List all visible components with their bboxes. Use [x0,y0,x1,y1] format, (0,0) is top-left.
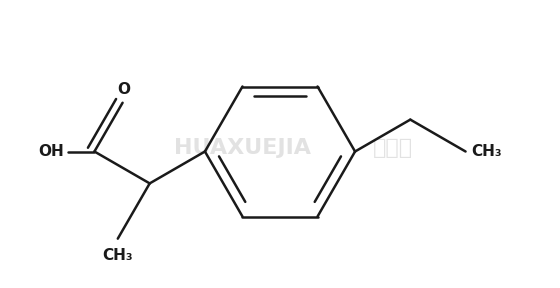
Text: O: O [118,82,130,97]
Text: OH: OH [39,144,64,159]
Text: HUAXUEJIA: HUAXUEJIA [174,138,311,158]
Text: CH₃: CH₃ [102,248,133,263]
Text: CH₃: CH₃ [472,144,502,159]
Text: 化学加: 化学加 [372,138,413,158]
